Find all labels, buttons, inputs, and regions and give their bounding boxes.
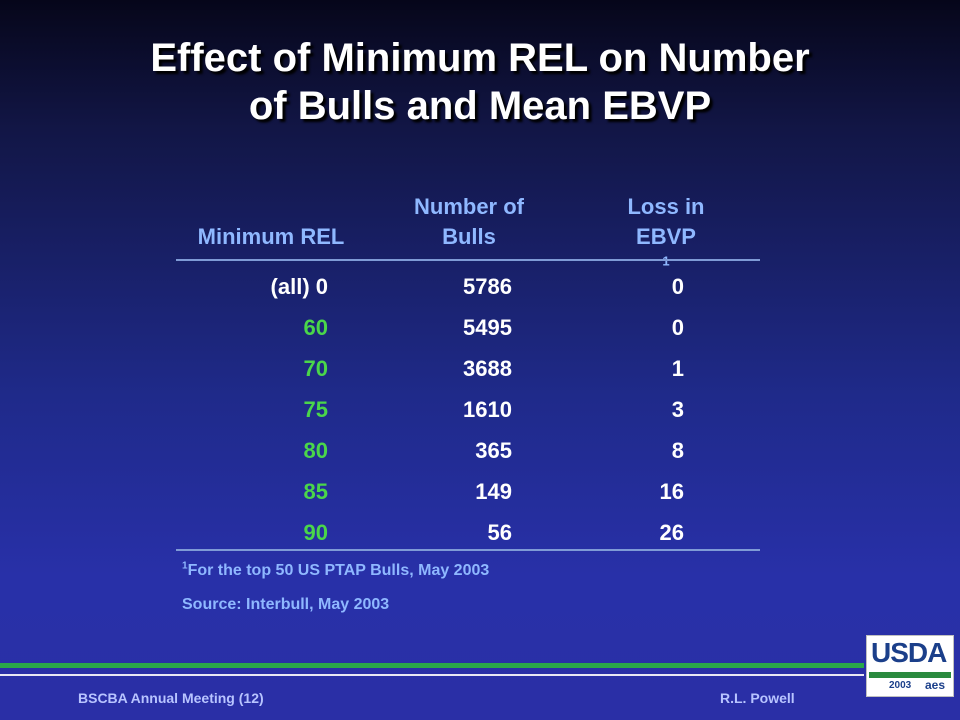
usda-logo-year: 2003 xyxy=(889,680,912,691)
footnote-superscript: 1 xyxy=(182,560,188,572)
usda-logo-word: USDA xyxy=(871,637,947,668)
slide-title: Effect of Minimum REL on Number of Bulls… xyxy=(40,34,920,130)
slide-title-line-2: of Bulls and Mean EBVP xyxy=(248,84,712,128)
cell-minimum-rel: (all) 0 xyxy=(270,274,328,299)
footnote: 1For the top 50 US PTAP Bulls, May 2003 xyxy=(182,560,490,580)
cell-loss-in-ebvp: 8 xyxy=(671,438,684,463)
cell-minimum-rel: 85 xyxy=(303,479,328,504)
table-row: 90 56 26 xyxy=(176,513,760,553)
cell-number-of-bulls: 3688 xyxy=(463,356,512,381)
cell-number-of-bulls: 365 xyxy=(475,438,512,463)
header-minimum-rel-label: Minimum REL xyxy=(197,224,345,249)
cell-number-of-bulls: 149 xyxy=(475,479,512,504)
cell-minimum-rel: 75 xyxy=(303,397,328,422)
header-loss-line-1: Loss in xyxy=(627,194,705,219)
cell-loss-in-ebvp: 3 xyxy=(671,397,684,422)
cell-loss-in-ebvp: 0 xyxy=(671,274,684,299)
header-loss-ebvp: EBVP xyxy=(636,224,696,249)
cell-number-of-bulls: 56 xyxy=(487,520,512,545)
cell-minimum-rel: 90 xyxy=(303,520,328,545)
cell-number-of-bulls: 1610 xyxy=(463,397,512,422)
header-bulls-line-1: Number of xyxy=(414,194,524,219)
footnote-text: For the top 50 US PTAP Bulls, May 2003 xyxy=(187,562,490,579)
header-minimum-rel: Minimum REL xyxy=(176,222,366,252)
header-rule xyxy=(176,259,760,261)
cell-loss-in-ebvp: 16 xyxy=(659,479,684,504)
cell-loss-in-ebvp: 26 xyxy=(659,520,684,545)
header-loss-superscript: 1 xyxy=(662,253,670,269)
source-note: Source: Interbull, May 2003 xyxy=(182,596,390,613)
footer-green-rule xyxy=(0,663,864,668)
cell-number-of-bulls: 5495 xyxy=(463,315,512,340)
cell-minimum-rel: 70 xyxy=(303,356,328,381)
table-row: 70 3688 1 xyxy=(176,349,760,389)
header-bulls-line-2: Bulls xyxy=(442,224,496,249)
table-row: 80 365 8 xyxy=(176,431,760,471)
cell-number-of-bulls: 5786 xyxy=(463,274,512,299)
cell-minimum-rel: 80 xyxy=(303,438,328,463)
cell-minimum-rel: 60 xyxy=(303,315,328,340)
header-number-of-bulls: Number of Bulls xyxy=(384,192,554,252)
table-row: 75 1610 3 xyxy=(176,390,760,430)
cell-loss-in-ebvp: 0 xyxy=(671,315,684,340)
cell-loss-in-ebvp: 1 xyxy=(671,356,684,381)
table-row: (all) 0 5786 0 xyxy=(176,267,760,307)
header-loss-in-ebvp: Loss in EBVP 1 xyxy=(576,192,756,282)
table-row: 85 149 16 xyxy=(176,472,760,512)
slide-title-line-1: Effect of Minimum REL on Number xyxy=(150,36,810,80)
usda-logo-band xyxy=(869,672,951,678)
footer-rule xyxy=(176,549,760,551)
footer-author: R.L. Powell xyxy=(720,690,795,706)
usda-logo: USDA 2003 aes xyxy=(866,635,954,697)
table-row: 60 5495 0 xyxy=(176,308,760,348)
footer-meeting: BSCBA Annual Meeting (12) xyxy=(78,690,264,706)
footer-white-rule xyxy=(0,674,864,676)
aes-logo-mark: aes xyxy=(925,678,946,692)
header-loss-line-2: EBVP 1 xyxy=(576,222,756,282)
